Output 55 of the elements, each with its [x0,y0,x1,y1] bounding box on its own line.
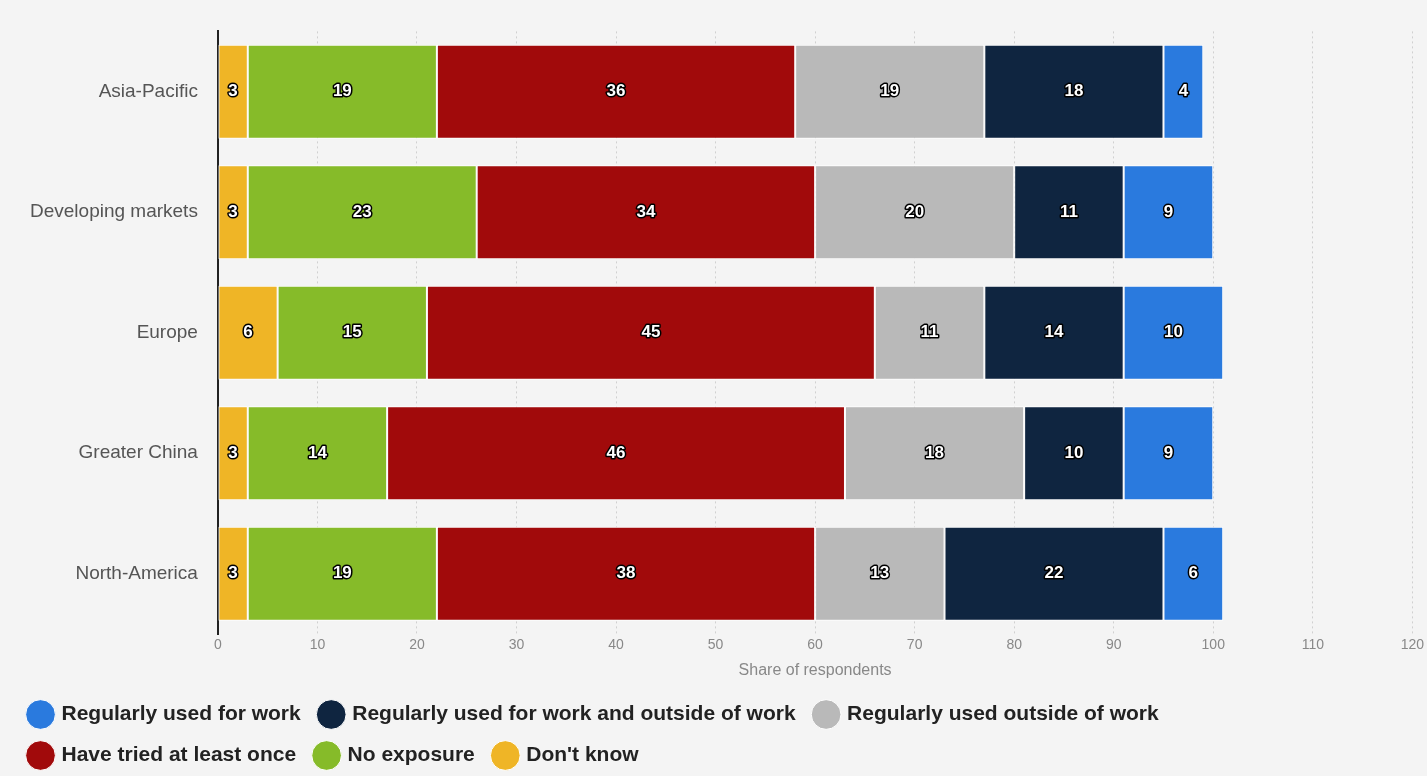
data-label: 22 [1044,563,1064,583]
data-label: 6 [243,322,253,342]
data-label: 45 [641,322,661,342]
data-label: 19 [332,81,352,101]
legend-label: No exposure [347,742,475,766]
data-label: 3 [228,81,238,101]
data-label: 4 [1178,81,1189,101]
data-label: 18 [1064,81,1084,101]
legend-label: Don't know [526,742,640,766]
data-label: 38 [616,563,636,583]
data-label: 23 [352,201,372,221]
data-label: 6 [1188,563,1199,583]
x-tick-label: 110 [1301,636,1325,653]
x-axis-title: Share of respondents [738,660,892,678]
legend-label: Regularly used for work [61,701,302,725]
x-tick-label: 120 [1400,636,1425,653]
legend-label: Regularly used for work and outside of work [352,701,796,725]
y-tick-label: Asia-Pacific [98,79,198,101]
y-tick-label: North-America [75,561,199,583]
x-tick-label: 0 [214,636,223,653]
x-tick-label: 90 [1105,636,1122,653]
x-tick-label: 30 [508,636,525,653]
data-label: 11 [1059,201,1078,221]
data-label: 9 [1163,201,1174,221]
data-label: 10 [1064,442,1084,462]
data-label: 19 [332,563,352,583]
x-tick-label: 20 [409,636,425,653]
data-label: 19 [880,81,900,101]
data-label: 14 [307,442,328,462]
data-label: 34 [636,201,656,221]
x-tick-label: 70 [906,636,923,653]
data-label: 3 [228,442,238,462]
data-label: 11 [920,322,939,342]
legend-label: Have tried at least once [61,742,297,766]
data-label: 13 [870,563,890,583]
x-tick-label: 50 [707,636,724,653]
y-tick-label: Europe [136,320,198,342]
y-tick-label: Developing markets [29,200,198,222]
data-label: 10 [1163,322,1183,342]
legend-label: Regularly used outside of work [847,701,1159,725]
x-tick-label: 100 [1201,636,1226,653]
data-label: 9 [1163,442,1174,462]
x-tick-label: 40 [608,636,625,653]
data-label: 20 [905,201,925,221]
y-tick-label: Greater China [78,441,199,463]
data-label: 46 [606,442,626,462]
data-label: 3 [228,201,238,221]
x-tick-label: 60 [807,636,824,653]
data-label: 3 [228,563,238,583]
data-label: 18 [925,442,945,462]
data-label: 15 [342,322,362,342]
data-label: 14 [1044,322,1064,342]
x-tick-label: 10 [309,636,326,653]
data-label: 36 [606,81,626,101]
x-tick-label: 80 [1006,636,1023,653]
